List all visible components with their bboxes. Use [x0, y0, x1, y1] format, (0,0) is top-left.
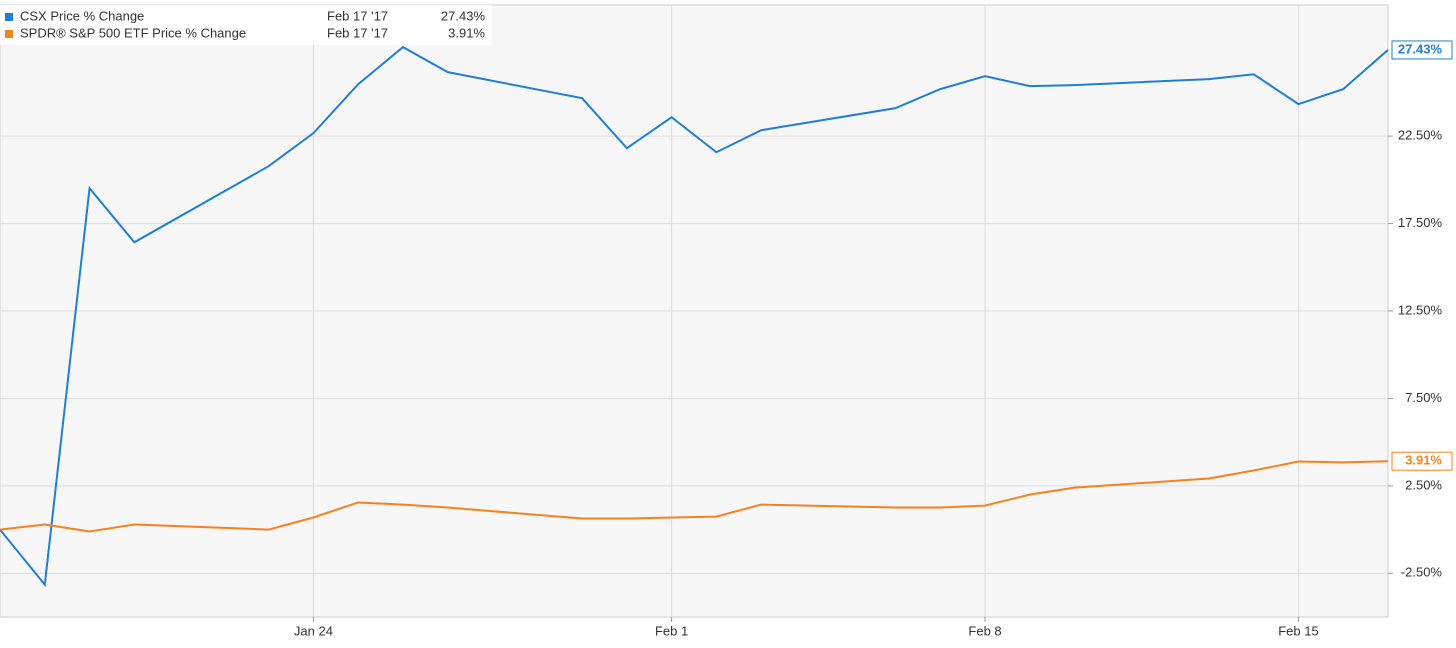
legend-box — [0, 5, 492, 45]
y-tick-label: -2.50% — [1401, 565, 1443, 580]
legend: CSX Price % Change Feb 17 '17 27.43% SPDR® … — [5, 8, 485, 40]
end-label: 3.91% — [1405, 453, 1442, 468]
legend-date: Feb 17 '17 — [327, 8, 388, 23]
x-tick-label: Feb 15 — [1278, 623, 1318, 638]
legend-value: 3.91% — [448, 25, 485, 40]
x-tick-label: Jan 24 — [294, 623, 333, 638]
end-label: 27.43% — [1398, 41, 1443, 56]
legend-label: CSX Price % Change — [20, 8, 144, 23]
legend-label: SPDR® S&P 500 ETF Price % Change — [20, 25, 246, 40]
y-tick-label: 7.50% — [1405, 390, 1442, 405]
grid — [0, 5, 1393, 622]
end-label-box — [1391, 40, 1453, 60]
labels: -2.50% 2.50% 7.50% 12.50% 17.50% 22.50% Jan 24… — [294, 40, 1453, 638]
y-tick-label: 12.50% — [1398, 302, 1443, 317]
legend-value: 27.43% — [441, 8, 486, 23]
x-tick-label: Feb 8 — [968, 623, 1001, 638]
series-line — [0, 45, 1389, 588]
y-tick-label: 22.50% — [1398, 128, 1443, 143]
legend-swatch — [5, 30, 13, 38]
legend-date: Feb 17 '17 — [327, 25, 388, 40]
series-line — [0, 460, 1389, 533]
y-tick-label: 2.50% — [1405, 477, 1442, 492]
y-tick-label: 17.50% — [1398, 215, 1443, 230]
legend-swatch — [5, 13, 13, 21]
end-label-box — [1391, 451, 1453, 471]
x-tick-label: Feb 1 — [655, 623, 688, 638]
lines — [0, 45, 1389, 588]
